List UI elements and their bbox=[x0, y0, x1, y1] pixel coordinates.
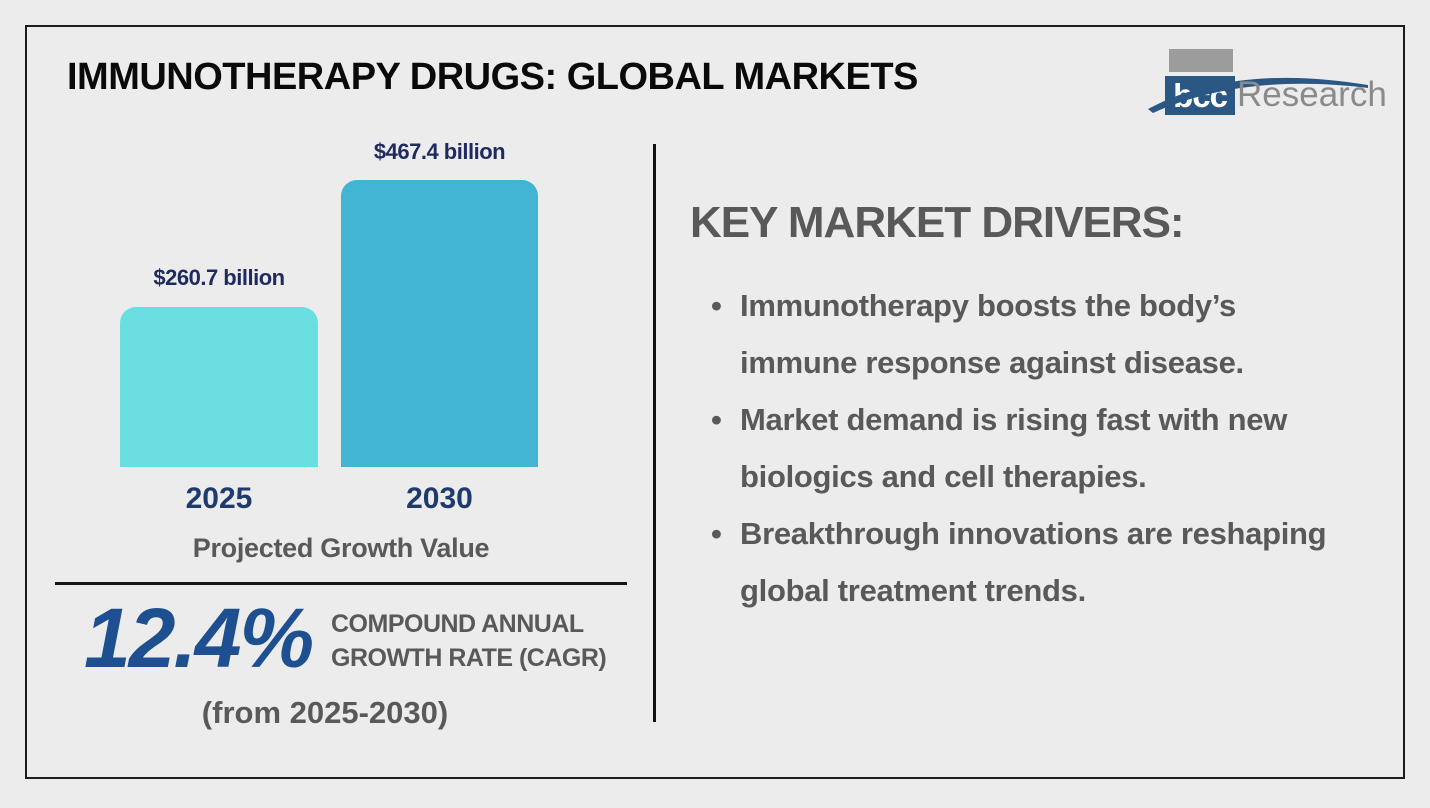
x-axis-label-2030: 2030 bbox=[406, 482, 473, 515]
logo-gray-square bbox=[1169, 49, 1233, 72]
vertical-divider bbox=[653, 144, 656, 722]
bar-value-label-2030: $467.4 billion bbox=[373, 139, 506, 164]
cagr-label-line1: COMPOUND ANNUAL bbox=[331, 610, 584, 638]
bar-value-label-2025: $260.7 billion bbox=[153, 265, 285, 290]
page-title: IMMUNOTHERAPY DRUGS: GLOBAL MARKETS bbox=[67, 56, 918, 98]
chart-title: Projected Growth Value bbox=[192, 533, 490, 563]
cagr-label-line2: GROWTH RATE (CAGR) bbox=[331, 644, 607, 672]
cagr-period: (from 2025-2030) bbox=[201, 695, 449, 730]
cagr-label: COMPOUND ANNUAL GROWTH RATE (CAGR) bbox=[331, 607, 607, 675]
cagr-value: 12.4% bbox=[84, 591, 314, 685]
logo-research-text: Research bbox=[1237, 75, 1387, 114]
drivers-list: Immunotherapy boosts the body’s immune r… bbox=[703, 277, 1363, 619]
drivers-heading: KEY MARKET DRIVERS: bbox=[690, 198, 1185, 247]
driver-bullet-1: Immunotherapy boosts the body’s immune r… bbox=[703, 277, 1360, 391]
horizontal-divider bbox=[55, 582, 627, 585]
driver-bullet-2: Market demand is rising fast with new bi… bbox=[703, 391, 1360, 505]
x-axis-label-2025: 2025 bbox=[185, 482, 253, 515]
bar-2030 bbox=[341, 180, 538, 467]
bcc-research-logo: bcc Research bbox=[1145, 45, 1390, 125]
bar-2025 bbox=[120, 307, 318, 467]
logo-swoosh-icon bbox=[1148, 77, 1368, 113]
driver-bullet-3: Breakthrough innovations are reshaping g… bbox=[703, 505, 1360, 619]
